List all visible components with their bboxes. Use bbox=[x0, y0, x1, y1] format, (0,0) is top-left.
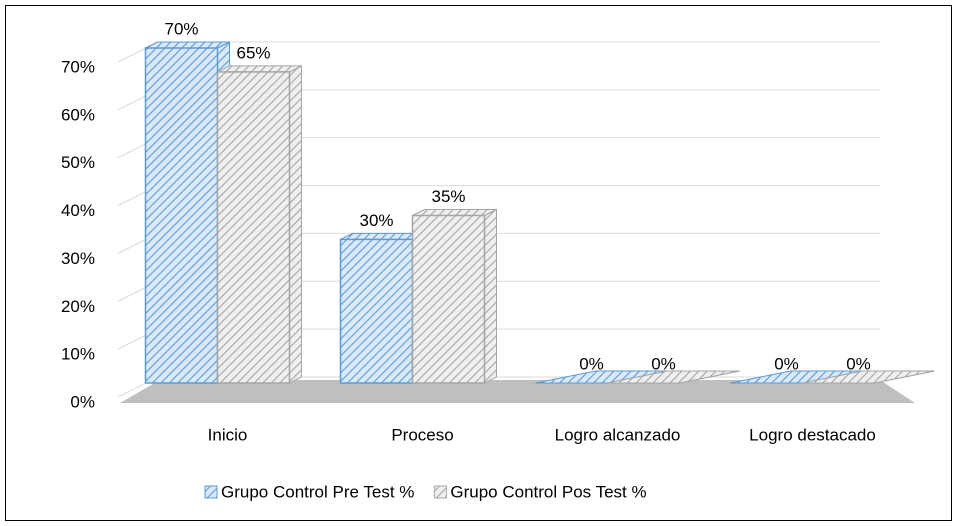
bar-top bbox=[607, 370, 740, 384]
bar-front bbox=[339, 238, 414, 384]
y-tick-label: 70% bbox=[61, 57, 95, 76]
data-label: 0% bbox=[774, 354, 799, 373]
y-tick-label: 30% bbox=[61, 249, 95, 268]
data-label: 35% bbox=[431, 187, 465, 206]
bar-top bbox=[217, 65, 302, 73]
legend-swatch bbox=[433, 485, 447, 499]
bar bbox=[802, 370, 935, 384]
floor bbox=[120, 380, 915, 403]
bar-top bbox=[802, 370, 935, 384]
data-label: 0% bbox=[579, 354, 604, 373]
bar-top bbox=[412, 209, 497, 216]
y-tick-label: 60% bbox=[61, 105, 95, 124]
data-label: 0% bbox=[651, 354, 676, 373]
bar bbox=[411, 208, 497, 384]
y-tick-label: 20% bbox=[61, 297, 95, 316]
data-label: 70% bbox=[164, 19, 198, 38]
y-tick-label: 0% bbox=[70, 392, 95, 411]
bar-front bbox=[216, 71, 291, 384]
legend-label: Grupo Control Pos Test % bbox=[450, 482, 646, 501]
x-tick-label: Logro alcanzado bbox=[555, 425, 681, 444]
bar bbox=[216, 65, 302, 384]
x-tick-label: Inicio bbox=[208, 425, 248, 444]
data-label: 0% bbox=[846, 354, 871, 373]
bar-front bbox=[411, 214, 486, 384]
legend-label: Grupo Control Pre Test % bbox=[221, 482, 414, 501]
x-tick-label: Proceso bbox=[391, 425, 453, 444]
bar-top bbox=[145, 41, 230, 49]
bar-side bbox=[484, 208, 497, 384]
legend-swatch bbox=[204, 485, 218, 499]
y-tick-label: 50% bbox=[61, 153, 95, 172]
data-label: 30% bbox=[359, 211, 393, 230]
bar-side bbox=[289, 65, 302, 384]
y-tick-label: 10% bbox=[61, 345, 95, 364]
bar-front bbox=[144, 47, 219, 384]
x-tick-label: Logro destacado bbox=[749, 425, 876, 444]
data-label: 65% bbox=[236, 43, 270, 62]
y-tick-label: 40% bbox=[61, 201, 95, 220]
bar bbox=[607, 370, 740, 384]
